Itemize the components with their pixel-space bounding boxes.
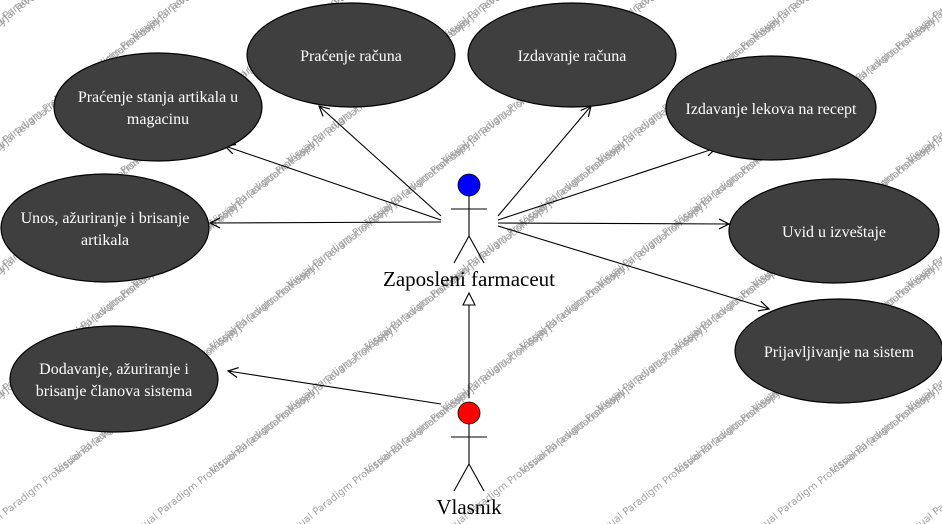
- use-case-label: Dodavanje, ažuriranje i: [39, 361, 189, 378]
- use-case-ellipse: [9, 325, 219, 433]
- svg-text:Visual Paradigm Professional [: Visual Paradigm Professional [evaluation…: [750, 386, 941, 524]
- use-case-label: Prijavljivanje na sistem: [764, 344, 915, 361]
- use-case-prijavljivanje[interactable]: Prijavljivanje na sistem: [734, 298, 942, 404]
- use-case-pracenje-racuna[interactable]: Praćenje računa: [246, 2, 456, 108]
- use-case-label: Praćenje računa: [300, 48, 402, 65]
- association-farmaceut-pracenje-racuna: [319, 106, 442, 217]
- association-farmaceut-unos-artikala: [210, 222, 442, 223]
- use-case-ellipse: [53, 52, 263, 162]
- use-case-label: Izdavanje računa: [518, 48, 627, 65]
- use-case-label: brisanje članova sistema: [36, 383, 192, 400]
- association-farmaceut-uvid-izvestaje: [497, 223, 729, 224]
- use-case-uvid-izvestaje[interactable]: Uvid u izveštaje: [728, 178, 940, 284]
- use-case-ellipse: [665, 55, 877, 161]
- actor-head: [457, 401, 481, 425]
- use-case-layer: Praćenje računa Izdavanje računa Praćenje …: [0, 2, 942, 433]
- use-case-label: magacinu: [127, 111, 189, 128]
- use-case-label: Izdavanje lekova na recept: [685, 101, 857, 118]
- actor-right-leg: [468, 463, 485, 492]
- association-farmaceut-izdavanje-lekova: [497, 148, 716, 221]
- use-case-ellipse: [467, 2, 677, 108]
- actor-layer: Zaposleni farmaceut Vlasnik: [383, 173, 555, 519]
- actor-right-leg: [468, 235, 485, 264]
- use-case-pracenje-stanja[interactable]: Praćenje stanja artikala u magacinu: [53, 52, 263, 162]
- association-farmaceut-prijavljivanje: [497, 225, 769, 309]
- use-case-ellipse: [728, 178, 940, 284]
- use-case-label: Praćenje stanja artikala u: [78, 89, 238, 106]
- use-case-ellipse: [246, 2, 456, 108]
- association-vlasnik-dodavanje-clanova: [228, 371, 442, 405]
- association-farmaceut-pracenje-stanja: [225, 146, 442, 221]
- actor-farmaceut[interactable]: Zaposleni farmaceut: [383, 173, 555, 291]
- svg-text:Visual Paradigm Professional [: Visual Paradigm Professional [evaluation…: [595, 386, 786, 524]
- actor-left-leg: [453, 235, 470, 264]
- use-case-dodavanje-clanova[interactable]: Dodavanje, ažuriranje i brisanje članova …: [9, 325, 219, 433]
- actor-left-leg: [453, 463, 470, 492]
- association-farmaceut-izdavanje-racuna: [497, 106, 591, 217]
- use-case-izdavanje-racuna[interactable]: Izdavanje računa: [467, 2, 677, 108]
- use-case-izdavanje-lekova[interactable]: Izdavanje lekova na recept: [665, 55, 877, 161]
- actor-name: Zaposleni farmaceut: [383, 267, 555, 291]
- use-case-ellipse: [734, 298, 942, 404]
- actor-name: Vlasnik: [436, 495, 502, 519]
- use-case-label: Unos, ažuriranje i brisanje: [21, 210, 190, 227]
- use-case-ellipse: [0, 173, 210, 283]
- connector-layer: [210, 106, 769, 405]
- use-case-label: artikala: [81, 232, 129, 249]
- use-case-label: Uvid u izveštaje: [782, 224, 886, 241]
- use-case-unos-artikala[interactable]: Unos, ažuriranje i brisanje artikala: [0, 173, 210, 283]
- actor-head: [457, 173, 481, 197]
- actor-vlasnik[interactable]: Vlasnik: [436, 401, 502, 519]
